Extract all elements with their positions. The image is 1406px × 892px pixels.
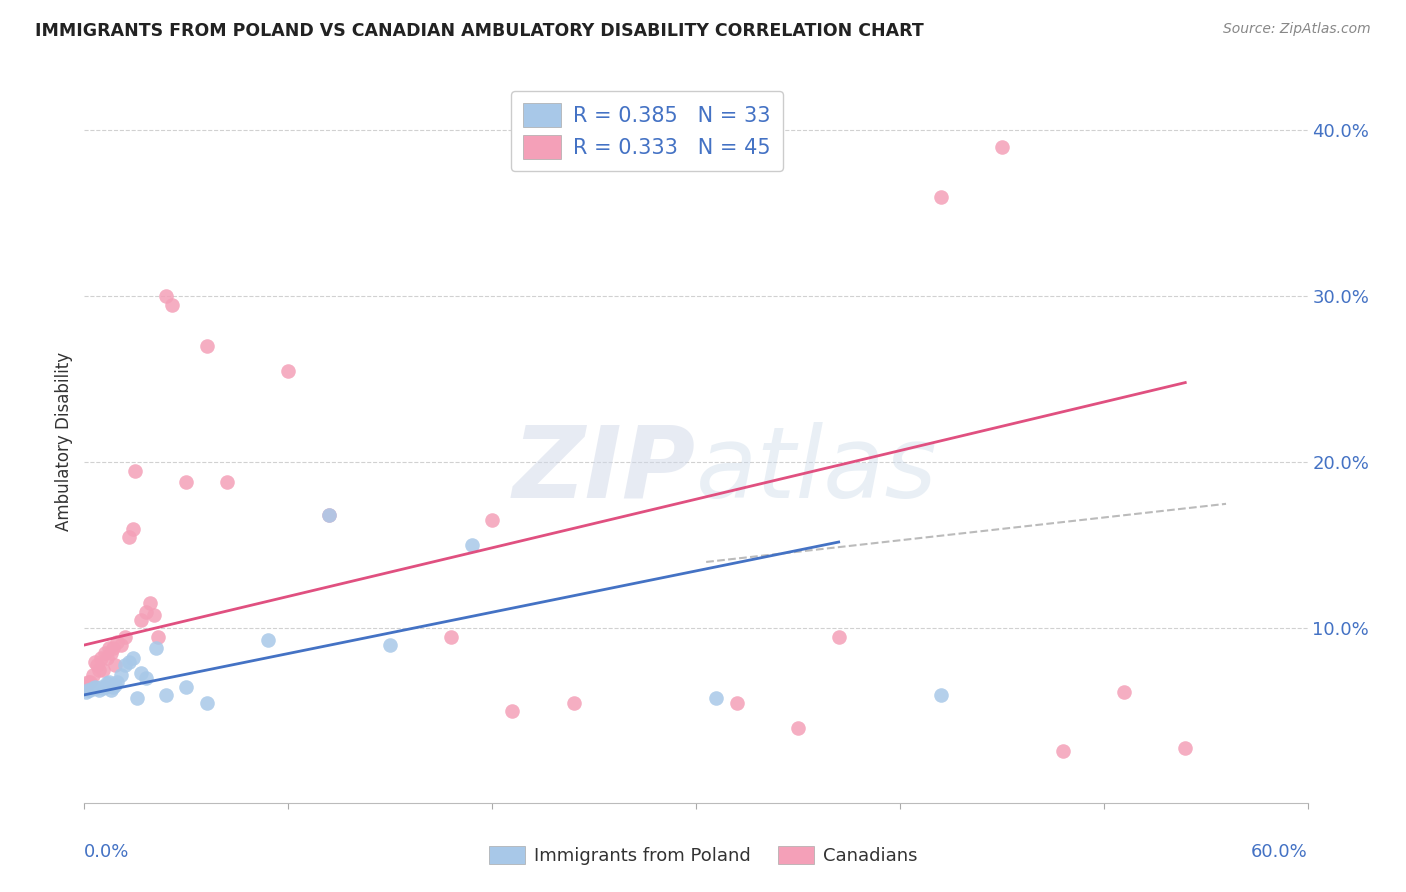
Point [79, 682, 101, 697]
Point [481, 513, 503, 527]
Point [122, 522, 145, 536]
Point [461, 538, 484, 552]
Text: 60.0%: 60.0% [1251, 843, 1308, 861]
Point [828, 630, 851, 644]
Point [146, 630, 169, 644]
Point [195, 339, 218, 353]
Point [706, 691, 728, 706]
Point [160, 297, 183, 311]
Point [787, 721, 810, 735]
Point [101, 680, 124, 694]
Point [142, 608, 165, 623]
Point [104, 657, 127, 672]
Point [929, 189, 952, 203]
Text: ZIP: ZIP [513, 422, 696, 519]
Point [82, 681, 104, 696]
Point [502, 705, 524, 719]
Point [82, 668, 104, 682]
Point [101, 641, 124, 656]
Point [131, 666, 153, 681]
Point [318, 508, 340, 523]
Point [135, 605, 157, 619]
Point [104, 678, 127, 692]
Point [96, 676, 118, 690]
Point [91, 681, 114, 696]
Point [131, 613, 153, 627]
Point [135, 671, 157, 685]
Point [93, 646, 115, 660]
Point [83, 655, 105, 669]
Point [155, 688, 177, 702]
Point [86, 657, 108, 672]
Point [155, 289, 177, 303]
Point [114, 657, 136, 672]
Legend: R = 0.385   N = 33, R = 0.333   N = 45: R = 0.385 N = 33, R = 0.333 N = 45 [510, 91, 783, 171]
Point [87, 682, 110, 697]
Point [318, 508, 340, 523]
Point [725, 696, 748, 710]
Point [124, 464, 146, 478]
Point [380, 638, 402, 652]
Point [1052, 744, 1074, 758]
Point [77, 682, 100, 697]
Point [562, 696, 585, 710]
Point [90, 680, 112, 694]
Point [145, 641, 167, 656]
Point [91, 663, 114, 677]
Point [118, 530, 141, 544]
Point [87, 663, 110, 677]
Point [991, 139, 1014, 153]
Point [277, 364, 299, 378]
Point [100, 682, 122, 697]
Point [110, 638, 132, 652]
Point [110, 668, 132, 682]
Point [138, 597, 160, 611]
Point [118, 655, 141, 669]
Point [83, 680, 105, 694]
Point [77, 674, 100, 689]
Point [96, 651, 118, 665]
Point [105, 674, 128, 689]
Point [195, 696, 218, 710]
Point [86, 681, 108, 696]
Point [127, 691, 149, 706]
Text: 0.0%: 0.0% [84, 843, 129, 861]
Point [440, 630, 463, 644]
Point [929, 688, 952, 702]
Point [90, 651, 112, 665]
Point [79, 674, 101, 689]
Text: Source: ZipAtlas.com: Source: ZipAtlas.com [1223, 22, 1371, 37]
Point [100, 646, 122, 660]
Point [174, 475, 197, 490]
Legend: Immigrants from Poland, Canadians: Immigrants from Poland, Canadians [479, 837, 927, 874]
Point [217, 475, 239, 490]
Point [257, 633, 280, 648]
Point [1174, 741, 1197, 756]
Point [1114, 684, 1136, 698]
Text: IMMIGRANTS FROM POLAND VS CANADIAN AMBULATORY DISABILITY CORRELATION CHART: IMMIGRANTS FROM POLAND VS CANADIAN AMBUL… [35, 22, 924, 40]
Point [75, 684, 97, 698]
Point [174, 680, 197, 694]
Text: atlas: atlas [696, 422, 938, 519]
Point [122, 651, 145, 665]
Y-axis label: Ambulatory Disability: Ambulatory Disability [55, 352, 73, 531]
Point [93, 680, 115, 694]
Point [97, 674, 120, 689]
Point [97, 641, 120, 656]
Point [75, 680, 97, 694]
Point [105, 634, 128, 648]
Point [114, 630, 136, 644]
